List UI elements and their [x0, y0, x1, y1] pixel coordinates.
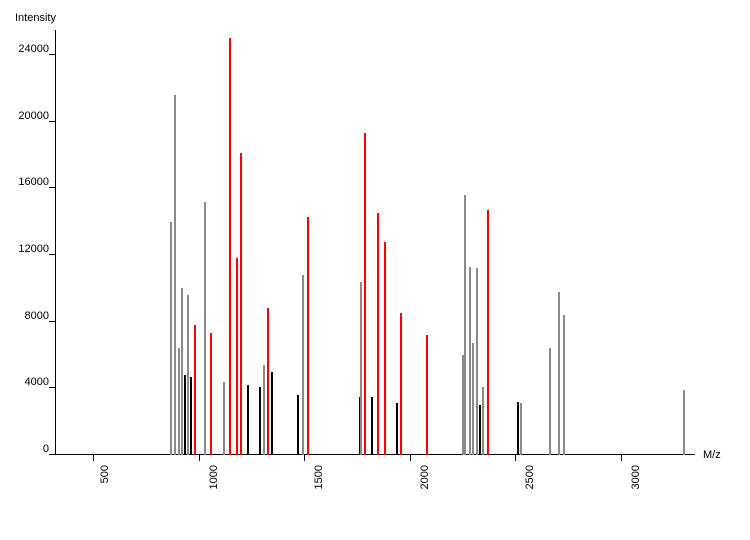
spectrum-peak	[184, 375, 186, 455]
x-tick	[199, 455, 200, 461]
plot-area: 0400080001200016000200002400050010001500…	[55, 30, 695, 455]
spectrum-peak	[223, 382, 225, 455]
x-tick	[93, 455, 94, 461]
spectrum-peak	[236, 258, 238, 455]
y-tick-label: 20000	[18, 110, 49, 122]
spectrum-peak	[187, 295, 189, 455]
spectrum-peak	[297, 395, 299, 455]
spectrum-peak	[247, 385, 249, 455]
y-tick-label: 24000	[18, 43, 49, 55]
x-tick-label: 500	[99, 465, 111, 483]
spectrum-peak	[520, 403, 522, 455]
x-tick-label: 3000	[630, 465, 642, 489]
spectrum-peak	[174, 95, 176, 455]
spectrum-peak	[181, 288, 183, 455]
x-tick	[304, 455, 305, 461]
y-tick	[49, 187, 55, 188]
y-tick-label: 12000	[18, 243, 49, 255]
y-tick	[49, 321, 55, 322]
spectrum-peak	[549, 348, 551, 455]
spectrum-peak	[170, 222, 172, 455]
spectrum-peak	[487, 210, 489, 455]
x-tick-label: 2500	[525, 465, 537, 489]
spectrum-peak	[263, 365, 265, 455]
spectrum-peak	[400, 313, 402, 455]
y-tick	[49, 387, 55, 388]
spectrum-peak	[240, 153, 242, 455]
x-tick	[410, 455, 411, 461]
spectrum-peak	[558, 292, 560, 455]
spectrum-peak	[210, 333, 212, 455]
y-tick	[49, 54, 55, 55]
y-axis	[55, 30, 56, 455]
spectrum-peak	[517, 402, 519, 455]
x-axis	[55, 454, 695, 455]
spectrum-peak	[302, 275, 304, 455]
y-tick-label: 0	[43, 443, 49, 455]
spectrum-peak	[482, 387, 484, 455]
spectrum-peak	[178, 348, 180, 455]
spectrum-peak	[271, 372, 273, 455]
spectrum-peak	[683, 390, 685, 455]
spectrum-peak	[377, 213, 379, 455]
spectrum-peak	[360, 282, 362, 455]
y-tick	[49, 121, 55, 122]
spectrum-peak	[229, 38, 231, 455]
spectrum-peak	[479, 405, 481, 455]
spectrum-peak	[476, 268, 478, 455]
y-tick	[49, 454, 55, 455]
spectrum-peak	[396, 403, 398, 455]
spectrum-peak	[371, 397, 373, 455]
spectrum-peak	[190, 377, 192, 455]
spectrum-peak	[204, 202, 206, 455]
y-tick-label: 16000	[18, 176, 49, 188]
spectrum-peak	[472, 343, 474, 455]
y-axis-label: Intensity	[15, 12, 56, 24]
spectrum-peak	[469, 267, 471, 455]
spectrum-peak	[267, 308, 269, 455]
x-tick-label: 1500	[313, 465, 325, 489]
spectrum-peak	[259, 387, 261, 455]
spectrum-peak	[464, 195, 466, 455]
x-tick	[621, 455, 622, 461]
spectrum-peak	[384, 242, 386, 455]
spectrum-peak	[364, 133, 366, 455]
spectrum-peak	[307, 217, 309, 455]
y-tick-label: 4000	[25, 376, 49, 388]
spectrum-peak	[563, 315, 565, 455]
x-axis-label: M/z	[703, 449, 721, 461]
chart-canvas: 0 4000 8000 12000 16000 20000 24000 500 1000 1500…	[0, 0, 750, 540]
x-tick-label: 1000	[208, 465, 220, 489]
spectrum-peak	[194, 325, 196, 455]
spectrum-peak	[426, 335, 428, 455]
y-tick	[49, 254, 55, 255]
y-tick-label: 8000	[25, 310, 49, 322]
x-tick	[515, 455, 516, 461]
x-tick-label: 2000	[419, 465, 431, 489]
